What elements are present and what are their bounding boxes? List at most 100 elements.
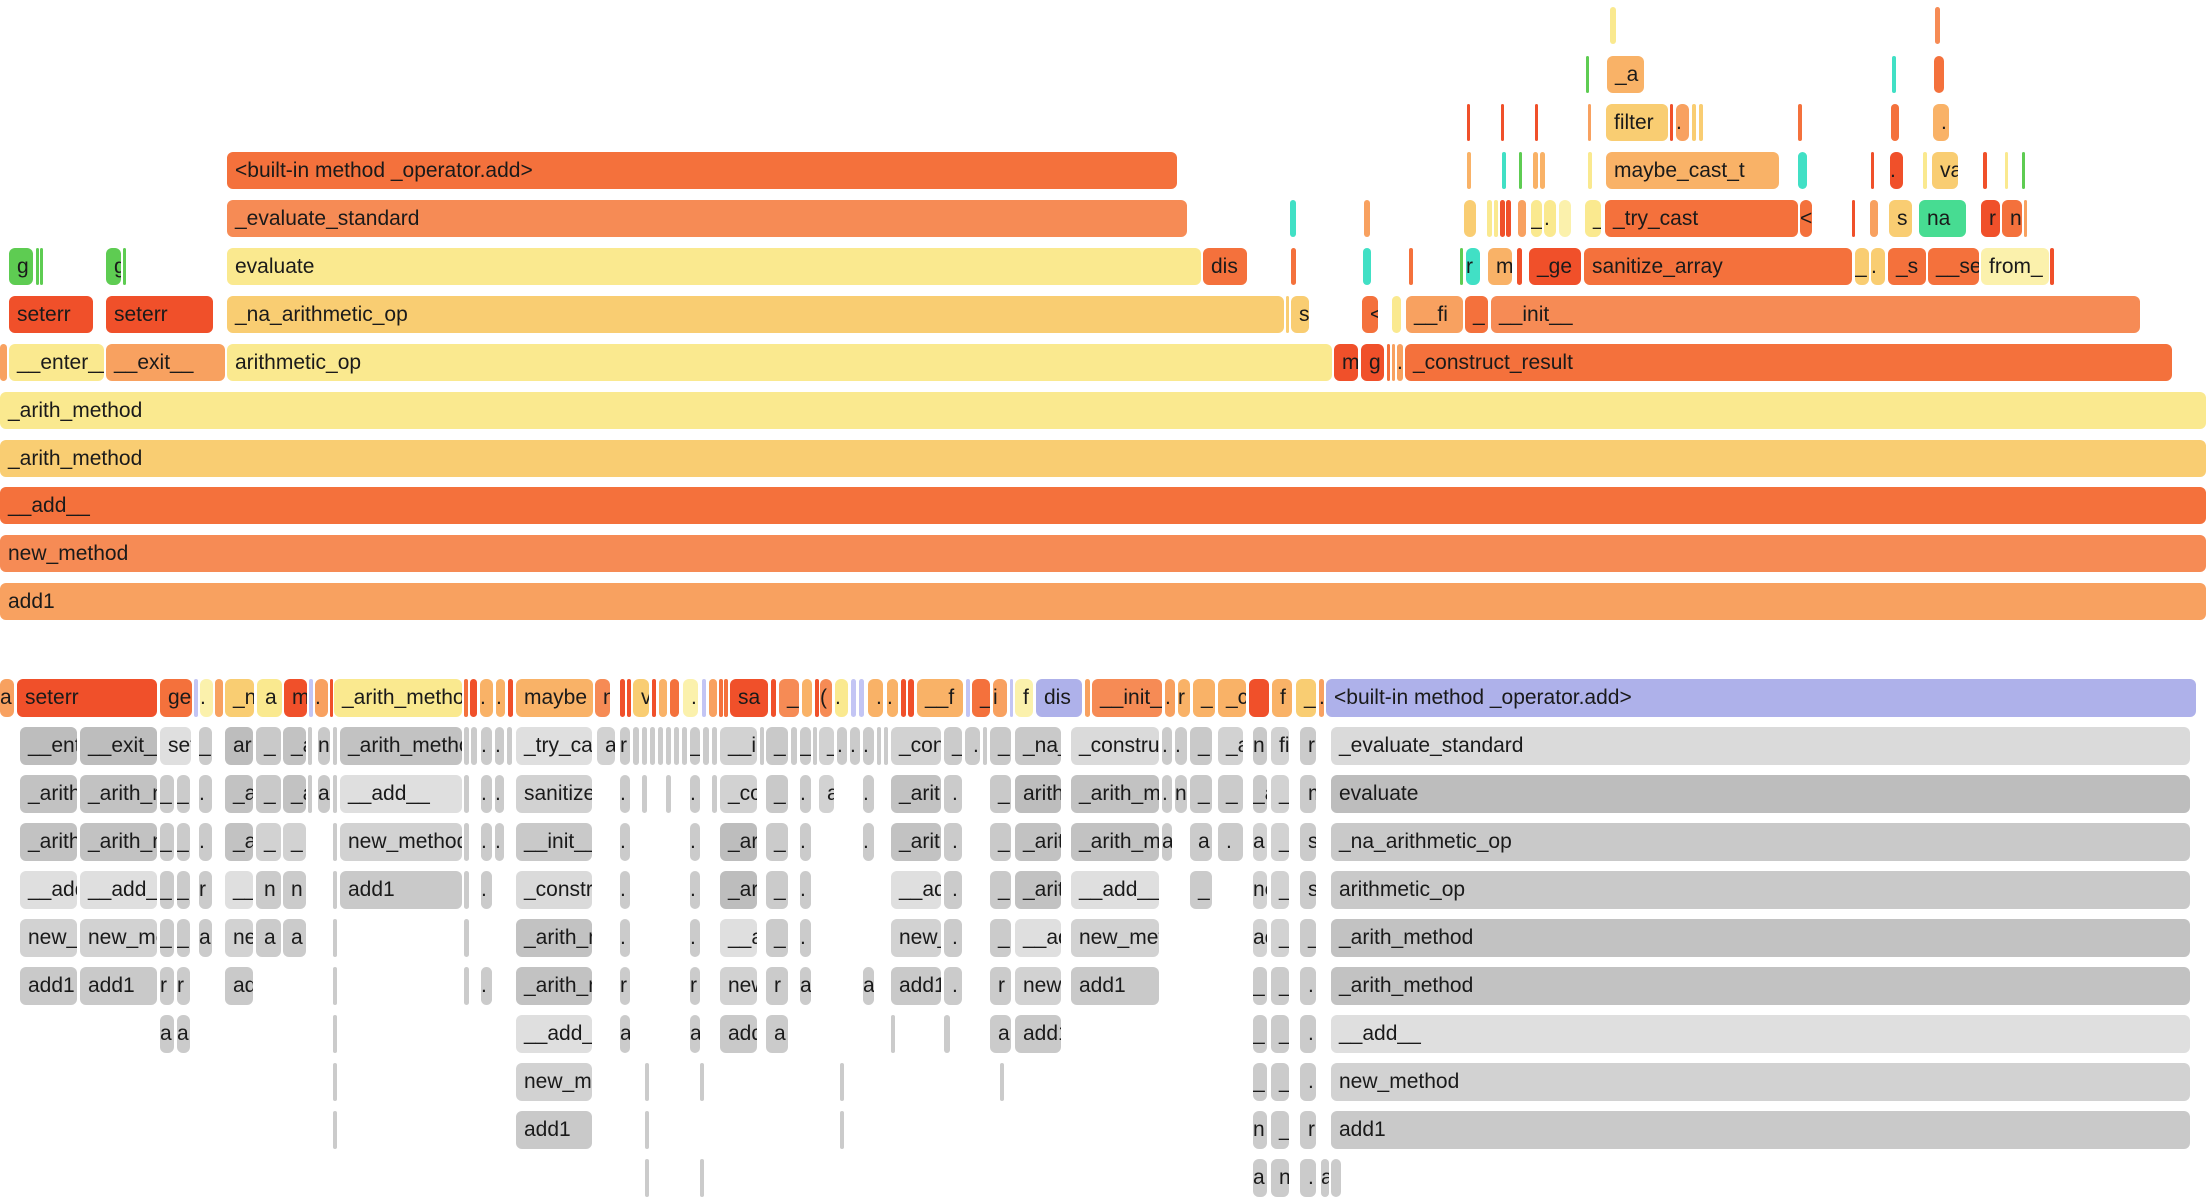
flame-frame[interactable] [1923, 152, 1927, 189]
flame-frame[interactable] [1892, 56, 1896, 93]
flame-frame[interactable] [1519, 152, 1522, 189]
flame-frame[interactable] [471, 727, 477, 765]
flame-frame[interactable] [508, 679, 513, 717]
flame-frame-add1[interactable]: add1 [516, 1111, 592, 1149]
flame-frame-_arith_method[interactable]: _arith_method [80, 823, 157, 861]
flame-frame-n[interactable]: n [1271, 1159, 1289, 1197]
flame-frame-_na_arithmetic_op[interactable]: _na_arithmetic_op [1331, 823, 2190, 861]
flame-frame-__f[interactable]: __f [917, 679, 963, 717]
flame-frame-_[interactable]: _ [160, 775, 174, 813]
flame-frame-arithmetic_op[interactable]: arithmetic_op [1015, 775, 1061, 813]
flame-frame[interactable] [670, 679, 679, 717]
flame-frame-n[interactable]: n [283, 871, 306, 909]
flame-frame[interactable] [851, 679, 856, 717]
flame-frame[interactable] [464, 727, 469, 765]
flame-frame[interactable] [642, 727, 647, 765]
flame-frame-_[interactable]: _ [177, 775, 190, 813]
flame-frame[interactable]: . [1300, 1015, 1316, 1053]
flame-frame-_arith_method[interactable]: _arith_method [283, 775, 306, 813]
flame-frame-a[interactable]: a [620, 1015, 630, 1053]
flame-frame-__enter__[interactable]: __enter__ [20, 727, 77, 765]
flame-frame[interactable] [1891, 104, 1899, 141]
flame-frame[interactable] [791, 727, 797, 765]
flame-frame[interactable]: . [835, 679, 848, 717]
flame-frame-_arith_method[interactable]: _arith_method [720, 871, 757, 909]
flame-frame[interactable] [2022, 152, 2025, 189]
flame-frame[interactable] [859, 679, 864, 717]
flame-frame-_[interactable]: _ [1271, 1015, 1289, 1053]
flame-frame[interactable] [1610, 7, 1616, 44]
flame-frame-__add__[interactable]: __add__ [20, 871, 77, 909]
flame-frame[interactable] [724, 679, 728, 717]
flame-frame-new_method[interactable]: new_method [891, 919, 941, 957]
flame-frame[interactable] [642, 775, 647, 813]
flame-frame[interactable] [464, 775, 469, 813]
flame-frame[interactable] [1364, 200, 1370, 237]
flame-frame-g[interactable]: g [1361, 344, 1384, 381]
flame-frame-__init__[interactable]: __init__ [1491, 296, 2140, 333]
flame-frame-_construct_result[interactable]: _construct_result [1405, 344, 2172, 381]
flame-frame[interactable]: . [620, 919, 630, 957]
flame-frame[interactable]: . [1300, 1159, 1316, 1197]
flame-frame-new_method[interactable]: new_method [80, 919, 157, 957]
flame-frame-sanitize_array[interactable]: sanitize_array [516, 775, 592, 813]
flame-frame[interactable] [2050, 248, 2054, 285]
flame-frame[interactable] [333, 1111, 337, 1149]
flame-frame-new_method[interactable]: new_method [1071, 919, 1159, 957]
flame-frame[interactable] [333, 1063, 337, 1101]
flame-frame-_na_arithmetic_op[interactable]: _na_arithmetic_op [1015, 727, 1061, 765]
flame-frame-_[interactable]: _ [1253, 1015, 1267, 1053]
flame-frame[interactable] [760, 727, 764, 765]
flame-frame-r[interactable]: r [690, 967, 700, 1005]
flame-frame[interactable] [703, 727, 709, 765]
flame-frame[interactable]: . [1890, 152, 1903, 189]
flame-frame-_[interactable]: _ [177, 919, 190, 957]
flame-frame-_[interactable]: _ [1190, 727, 1212, 765]
flame-frame-_[interactable]: _ [177, 823, 190, 861]
flame-frame-_ge[interactable]: _ge [1529, 248, 1581, 285]
flame-frame[interactable] [674, 727, 679, 765]
flame-frame[interactable] [1871, 152, 1874, 189]
flame-frame[interactable] [1286, 296, 1289, 333]
flame-frame-_[interactable]: _ [1271, 919, 1289, 957]
flame-frame[interactable]: . [1175, 727, 1187, 765]
flame-frame-builtinmethod_operatoradd[interactable]: <built-in method _operator.add> [1326, 679, 2196, 717]
flame-frame-_n[interactable]: _n [225, 679, 254, 717]
flame-frame-m[interactable]: m [1334, 344, 1358, 381]
flame-frame-_[interactable]: _ [177, 871, 190, 909]
flame-frame[interactable] [1870, 200, 1878, 237]
flame-frame[interactable]: ( [820, 679, 832, 717]
flame-frame[interactable]: . [1397, 344, 1403, 381]
flame-frame[interactable] [983, 727, 987, 765]
flame-frame-_[interactable]: _ [1190, 871, 1212, 909]
flame-frame[interactable]: . [200, 679, 213, 717]
flame-frame-_[interactable]: _ [690, 727, 700, 765]
flame-frame[interactable] [1387, 344, 1390, 381]
flame-frame[interactable] [1494, 200, 1498, 237]
flame-frame[interactable] [333, 967, 337, 1005]
flame-frame[interactable] [1517, 248, 1522, 285]
flame-frame[interactable]: . [683, 679, 698, 717]
flame-frame-sanitize_array[interactable]: sanitize_array [1584, 248, 1852, 285]
flame-frame[interactable]: . [863, 727, 874, 765]
flame-frame-n[interactable]: n [318, 727, 330, 765]
flame-frame-_arith_method[interactable]: _arith_method [1015, 823, 1061, 861]
flame-frame-_evaluate_standard[interactable]: _evaluate_standard [1331, 727, 2190, 765]
flame-frame[interactable] [1518, 200, 1526, 237]
flame-frame-filter[interactable]: filter [1606, 104, 1668, 141]
flame-frame[interactable] [333, 919, 337, 957]
flame-frame[interactable] [944, 1015, 950, 1053]
flame-frame[interactable]: . [1676, 104, 1689, 141]
flame-frame[interactable]: . [944, 823, 962, 861]
flame-frame[interactable] [333, 775, 337, 813]
flame-frame[interactable] [702, 679, 706, 717]
flame-frame[interactable] [1501, 104, 1504, 141]
flame-frame[interactable] [1852, 200, 1855, 237]
flame-frame[interactable] [815, 679, 819, 717]
flame-frame[interactable] [1588, 104, 1591, 141]
flame-frame[interactable] [1331, 1159, 1341, 1197]
flame-frame[interactable]: . [837, 727, 847, 765]
flame-frame-f[interactable]: f [1272, 679, 1292, 717]
flame-frame-_[interactable]: _ [160, 871, 174, 909]
flame-frame-_arith_method[interactable]: _arith_method [80, 775, 157, 813]
